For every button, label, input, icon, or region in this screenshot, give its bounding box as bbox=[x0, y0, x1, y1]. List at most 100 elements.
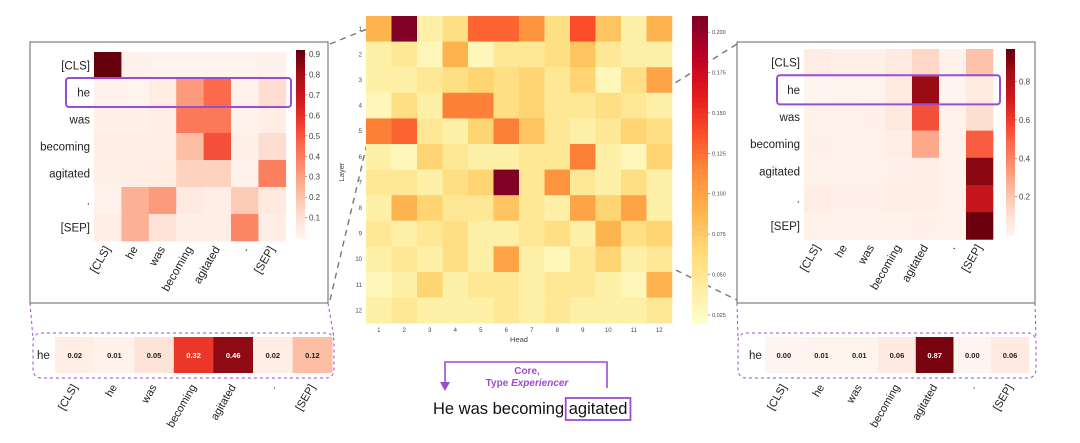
heatmap-cell bbox=[544, 41, 571, 68]
heatmap-cell bbox=[468, 246, 494, 273]
heatmap-cell bbox=[519, 246, 545, 273]
column-token-label: . bbox=[266, 383, 278, 392]
x-tick-label: 11 bbox=[631, 328, 638, 334]
main-colorbar-segment bbox=[692, 251, 708, 258]
attention-cell bbox=[148, 52, 177, 80]
attention-colorbar-segment bbox=[1006, 52, 1015, 56]
heatmap-cell bbox=[621, 246, 647, 273]
attention-cell bbox=[121, 106, 150, 134]
row-cell bbox=[55, 337, 95, 373]
attention-colorbar-segment bbox=[1006, 219, 1015, 224]
heatmap-cell bbox=[493, 118, 520, 145]
colorbar-tick-label: 0.2 bbox=[309, 193, 321, 202]
heatmap-cell bbox=[442, 41, 469, 68]
heatmap-cell bbox=[519, 67, 545, 94]
attention-cell bbox=[858, 212, 886, 240]
heatmap-cell bbox=[646, 118, 673, 145]
attention-cell bbox=[203, 214, 232, 242]
heatmap-cell bbox=[493, 67, 520, 94]
colorbar-tick-label: 0.5 bbox=[309, 132, 321, 141]
main-colorbar-segment bbox=[692, 113, 708, 119]
heatmap-cell bbox=[646, 169, 673, 196]
row-value-label: 0.06 bbox=[1003, 351, 1018, 360]
attention-colorbar-segment bbox=[1006, 210, 1015, 214]
row-value-label: 0.32 bbox=[186, 351, 201, 360]
attention-colorbar-segment bbox=[296, 206, 305, 211]
attention-colorbar-segment bbox=[296, 112, 305, 117]
highlight-row-box bbox=[776, 74, 1001, 106]
attention-cell bbox=[912, 76, 940, 104]
x-tick-label: 3 bbox=[428, 328, 432, 334]
heatmap-cell bbox=[570, 195, 596, 222]
main-colorbar-segment bbox=[692, 21, 708, 27]
main-colorbar-segment bbox=[692, 118, 708, 125]
attention-colorbar-segment bbox=[296, 137, 305, 142]
heatmap-cell bbox=[468, 169, 494, 196]
attention-cell bbox=[858, 76, 886, 104]
main-colorbar-segment bbox=[692, 82, 708, 89]
attention-cell bbox=[121, 160, 150, 188]
attention-cell bbox=[831, 103, 859, 131]
attention-colorbar-segment bbox=[1006, 154, 1015, 159]
main-colorbar-segment bbox=[692, 87, 708, 94]
heatmap-cell bbox=[417, 67, 443, 94]
colorbar-tick-label: 0.100 bbox=[712, 192, 726, 198]
column-token-label: . bbox=[946, 243, 958, 252]
heatmap-cell bbox=[621, 195, 647, 222]
main-colorbar-segment bbox=[692, 179, 708, 186]
heatmap-cell bbox=[417, 220, 443, 247]
attention-colorbar-segment bbox=[296, 197, 305, 201]
attention-colorbar-segment bbox=[1006, 166, 1015, 171]
attention-cell bbox=[912, 103, 940, 131]
attention-colorbar-segment bbox=[1006, 49, 1015, 53]
attention-cell bbox=[258, 79, 287, 107]
heatmap-cell bbox=[391, 41, 418, 68]
attention-cell bbox=[831, 157, 859, 186]
attention-colorbar-segment bbox=[1006, 169, 1015, 174]
colorbar-tick-label: 0.125 bbox=[712, 151, 726, 157]
attention-colorbar-segment bbox=[296, 71, 305, 76]
attention-colorbar-segment bbox=[296, 203, 305, 208]
main-colorbar-segment bbox=[692, 169, 708, 176]
heatmap-cell bbox=[442, 92, 469, 119]
attention-cell bbox=[148, 160, 177, 188]
x-tick-label: 6 bbox=[505, 328, 509, 334]
attention-colorbar-segment bbox=[296, 184, 305, 189]
heatmap-cell bbox=[519, 41, 545, 68]
heatmap-cell bbox=[493, 16, 520, 42]
heatmap-cell bbox=[570, 272, 596, 298]
row-cell bbox=[173, 337, 214, 373]
heatmap-cell bbox=[391, 220, 418, 247]
attention-cell bbox=[831, 212, 859, 240]
attention-cell bbox=[121, 214, 150, 242]
attention-colorbar-segment bbox=[296, 56, 305, 60]
main-colorbar-segment bbox=[692, 205, 708, 212]
colorbar-tick-label: 0.075 bbox=[712, 232, 726, 238]
main-colorbar-segment bbox=[692, 108, 708, 114]
column-token-label: he bbox=[833, 243, 850, 260]
attention-colorbar-segment bbox=[296, 128, 305, 133]
y-tick-label: 6 bbox=[359, 155, 363, 161]
attention-cell bbox=[912, 185, 940, 213]
row-connector bbox=[1034, 302, 1037, 339]
main-colorbar-segment bbox=[692, 138, 708, 145]
attention-colorbar-segment bbox=[296, 150, 305, 154]
heatmap-cell bbox=[468, 67, 494, 94]
main-colorbar-segment bbox=[692, 287, 708, 293]
row-cell bbox=[213, 337, 254, 373]
attention-cell bbox=[858, 185, 886, 213]
heatmap-cell bbox=[595, 195, 622, 222]
row-token-label: . bbox=[87, 196, 90, 208]
main-colorbar-segment bbox=[692, 16, 708, 22]
attention-cell bbox=[176, 160, 204, 188]
main-colorbar-segment bbox=[692, 302, 708, 309]
heatmap-cell bbox=[519, 16, 545, 42]
x-tick-label: 12 bbox=[656, 328, 663, 334]
row-connector bbox=[29, 302, 34, 339]
attention-colorbar-segment bbox=[296, 87, 305, 92]
main-colorbar-segment bbox=[692, 128, 708, 135]
column-token-label: he bbox=[124, 245, 141, 262]
heatmap-cell bbox=[595, 41, 622, 68]
attention-cell bbox=[176, 52, 204, 80]
row-token-label: [CLS] bbox=[771, 58, 800, 70]
